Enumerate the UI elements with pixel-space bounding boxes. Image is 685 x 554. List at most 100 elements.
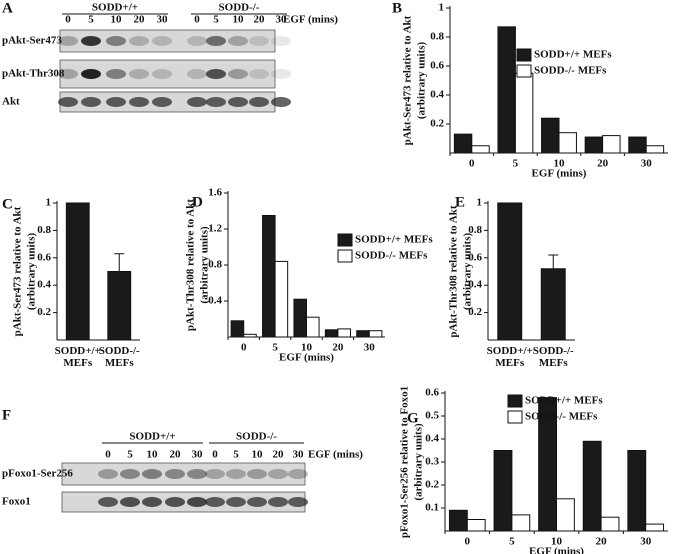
blot-band	[120, 497, 140, 507]
y-axis-label: (arbitrary units)	[199, 226, 211, 304]
blot-band	[129, 69, 149, 79]
x-tick-label: 30	[640, 536, 652, 548]
panel-label: D	[192, 194, 203, 210]
bar	[602, 135, 621, 154]
y-axis-label: pAkt-Thr308 relative to Akt	[448, 205, 460, 337]
bar	[356, 330, 370, 338]
bar	[497, 26, 516, 154]
y-tick-label: 0.4	[430, 89, 444, 101]
bar	[645, 145, 665, 154]
lane-label: 0	[194, 14, 200, 26]
x-axis-label: EGF (mins)	[529, 546, 584, 554]
blot-band	[129, 97, 149, 107]
y-axis-label: pFoxo1-Ser256 relative to Foxo1	[399, 386, 411, 538]
blot-band	[98, 469, 118, 479]
blot-band	[81, 36, 101, 46]
blot-band	[288, 497, 308, 507]
legend-label: SODD+/+ MEFs	[534, 49, 612, 61]
bar	[556, 498, 575, 532]
lane-label: 0	[212, 449, 218, 461]
lane-label: 30	[293, 449, 305, 461]
x-tick-label: 10	[554, 158, 566, 170]
x-tick-label: SODD-/-MEFs	[533, 345, 574, 369]
group-label: SODD-/-	[219, 2, 260, 14]
blot-band	[271, 97, 291, 107]
x-tick-label: SODD-/-MEFs	[99, 345, 140, 369]
y-tick-label: 1.2	[208, 223, 222, 235]
y-tick-label: 1	[46, 197, 52, 209]
legend-swatch	[507, 410, 523, 424]
bar	[262, 215, 276, 338]
blot-band	[187, 497, 207, 507]
blot-band	[249, 69, 269, 79]
blot-band	[205, 469, 225, 479]
y-tick-label: 0.5	[425, 410, 439, 422]
blot-band	[268, 469, 288, 479]
blot-band	[187, 469, 207, 479]
blot-band	[58, 36, 78, 46]
y-tick-label: 0.4	[425, 433, 439, 445]
lane-label: 20	[134, 14, 146, 26]
legend-label: SODD-/- MEFs	[355, 250, 428, 262]
lane-label: 10	[111, 14, 123, 26]
bar	[540, 268, 566, 341]
lane-label: 30	[157, 14, 169, 26]
bar	[584, 136, 604, 154]
panel-label: F	[2, 407, 11, 423]
lane-label: 10	[252, 449, 264, 461]
bar	[582, 440, 602, 532]
y-tick-label: 1.6	[208, 187, 222, 199]
y-axis-label: pAkt-Ser473 relative to Akt	[402, 15, 414, 145]
legend-label: SODD+/+ MEFs	[355, 234, 433, 246]
bar	[230, 320, 245, 338]
blot-band	[152, 36, 172, 46]
y-tick-label: 0.4	[208, 295, 222, 307]
blot-band	[247, 497, 267, 507]
x-tick-label: 0	[469, 158, 475, 170]
y-axis-label: (arbitrary units)	[413, 423, 425, 501]
x-axis-label: EGF (mins)	[532, 168, 587, 180]
error-bar	[548, 254, 559, 269]
blot-band	[228, 36, 248, 46]
bar	[541, 117, 560, 154]
y-tick-label: 0.6	[468, 251, 482, 263]
bar	[511, 514, 531, 532]
blot-band	[142, 469, 162, 479]
y-tick-label: 0.6	[430, 60, 444, 72]
legend-swatch	[337, 233, 353, 247]
x-tick-label: 30	[641, 158, 653, 170]
y-tick-label: 0.4	[37, 279, 51, 291]
blot-band	[226, 497, 246, 507]
x-tick-label: 5	[513, 158, 519, 170]
blot-band	[58, 69, 78, 79]
bar	[600, 516, 620, 532]
blot-band	[247, 469, 267, 479]
blot-band	[249, 97, 269, 107]
blot-band	[106, 97, 126, 107]
legend-label: SODD-/- MEFs	[534, 65, 607, 77]
group-label: SODD-/-	[236, 431, 277, 443]
lane-label: 20	[254, 14, 266, 26]
blot-row-label: pAkt-Thr308	[2, 68, 65, 80]
y-axis-label: pAkt-Thr308 relative to Akt	[185, 199, 197, 331]
lane-label: 0	[105, 449, 111, 461]
blot-band	[271, 36, 291, 46]
blot-band	[187, 36, 207, 46]
blot-band	[98, 497, 118, 507]
group-label: SODD+/+	[92, 2, 138, 14]
y-tick-label: 0.1	[425, 502, 439, 514]
x-tick-label: 0	[465, 536, 471, 548]
bar	[448, 509, 468, 532]
x-tick-label: 10	[551, 536, 563, 548]
panel-label: A	[2, 0, 13, 16]
x-tick-label: SODD+/+ MEFs	[487, 345, 533, 369]
x-tick-label: 30	[364, 342, 376, 354]
blot-band	[288, 469, 308, 479]
panel-label: C	[2, 196, 13, 212]
panel-label: B	[392, 0, 402, 16]
lane-label: 10	[233, 14, 245, 26]
x-tick-label: 0	[241, 342, 247, 354]
bar	[628, 136, 647, 154]
blot-band	[187, 69, 207, 79]
